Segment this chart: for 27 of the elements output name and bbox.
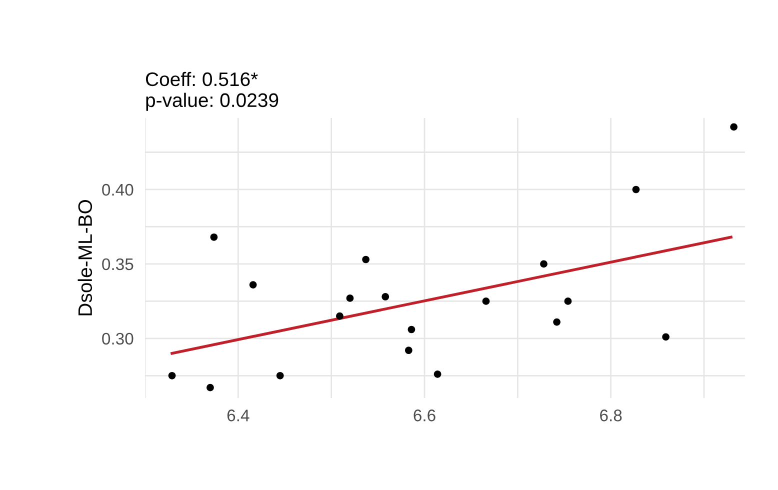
point <box>540 260 548 268</box>
x-tick-label: 6.8 <box>600 410 622 422</box>
x-tick-label: 6.4 <box>227 410 250 422</box>
point <box>362 256 370 264</box>
y-tick-label: 0.35 <box>102 258 134 270</box>
point <box>730 123 738 131</box>
point <box>408 326 416 334</box>
point <box>404 346 412 354</box>
point <box>632 186 640 194</box>
point <box>482 298 490 305</box>
y-tick-label: 0.30 <box>102 332 134 345</box>
point <box>168 372 176 380</box>
point <box>276 372 284 380</box>
chart-title: Coeff: 0.516* p-value: 0.0239 <box>146 72 278 111</box>
y-axis-title: Dsole-ML-BO <box>78 200 92 316</box>
x-tick-label: 6.6 <box>414 410 436 422</box>
point <box>249 281 257 288</box>
point <box>382 293 390 300</box>
point <box>336 312 344 320</box>
point <box>210 233 218 241</box>
point <box>434 370 442 378</box>
point <box>564 298 572 305</box>
point <box>346 294 354 302</box>
point <box>206 384 214 392</box>
point <box>662 333 670 341</box>
point <box>553 318 560 326</box>
y-tick-label: 0.40 <box>102 184 134 196</box>
